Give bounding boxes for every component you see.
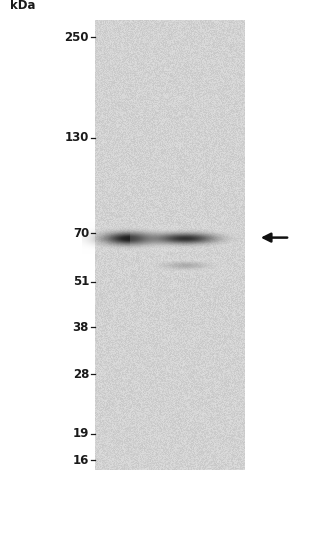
Text: 16: 16 <box>73 453 89 467</box>
Text: kDa: kDa <box>10 0 36 12</box>
Text: 28: 28 <box>73 367 89 380</box>
Text: 38: 38 <box>73 321 89 334</box>
Text: 51: 51 <box>73 276 89 288</box>
Text: 19: 19 <box>73 427 89 440</box>
Text: 250: 250 <box>64 31 89 44</box>
Text: 70: 70 <box>73 227 89 240</box>
Text: 130: 130 <box>64 131 89 144</box>
